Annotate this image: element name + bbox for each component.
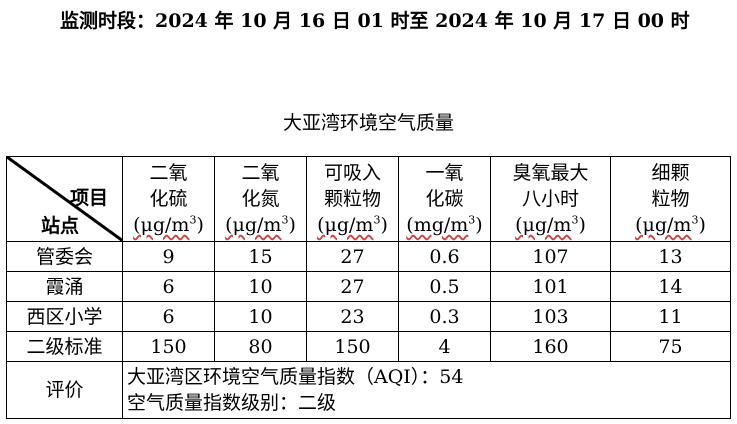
column-unit: (μg/m3)	[515, 213, 586, 236]
column-header-line2: 颗粒物	[323, 188, 381, 210]
table-row: 霞涌 6 10 27 0.5 101 14	[6, 271, 731, 302]
column-header-line1: 臭氧最大	[512, 162, 589, 184]
evaluation-label: 评价	[6, 361, 123, 419]
column-header-line1: 二氧	[241, 162, 280, 184]
column-header-line2: 八小时	[521, 188, 579, 210]
air-quality-table: 项目 站点 二氧 化硫 (μg/m3) 二氧 化氮 (μg/m3) 可吸入 颗粒…	[6, 156, 731, 419]
evaluation-row: 评价 大亚湾区环境空气质量指数（AQI）：54 空气质量指数级别：二级	[6, 361, 731, 419]
corner-diagonal	[7, 157, 123, 241]
value-cell: 27	[306, 271, 399, 302]
column-header-no2: 二氧 化氮 (μg/m3)	[214, 156, 307, 242]
standard-value: 150	[306, 331, 399, 362]
column-header-line2: 化硫	[149, 188, 188, 210]
column-unit: (μg/m3)	[225, 213, 296, 236]
column-header-line2: 化氮	[241, 188, 280, 210]
column-header-line1: 可吸入	[323, 162, 381, 184]
column-unit: (mg/m3)	[406, 213, 483, 236]
column-header-o3: 臭氧最大 八小时 (μg/m3)	[490, 156, 611, 242]
value-cell: 6	[122, 301, 215, 332]
column-header-line1: 二氧	[149, 162, 188, 184]
standard-value: 160	[490, 331, 611, 362]
column-header-line1: 细颗	[651, 162, 690, 184]
standard-value: 80	[214, 331, 307, 362]
column-header-so2: 二氧 化硫 (μg/m3)	[122, 156, 215, 242]
value-cell: 0.6	[398, 241, 491, 272]
aqi-line: 大亚湾区环境空气质量指数（AQI）：54	[127, 366, 464, 388]
value-cell: 10	[214, 301, 307, 332]
value-cell: 10	[214, 271, 307, 302]
site-name: 霞涌	[6, 271, 123, 302]
column-header-line2: 化碳	[425, 188, 464, 210]
column-unit: (μg/m3)	[635, 213, 706, 236]
column-unit: (μg/m3)	[133, 213, 204, 236]
value-cell: 27	[306, 241, 399, 272]
column-header-pm10: 可吸入 颗粒物 (μg/m3)	[306, 156, 399, 242]
corner-site-label: 站点	[41, 215, 80, 237]
column-header-pm25: 细颗 粒物 (μg/m3)	[610, 156, 731, 242]
monitoring-period: 监测时段：2024 年 10 月 16 日 01 时至 2024 年 10 月 …	[60, 10, 690, 32]
site-name: 西区小学	[6, 301, 123, 332]
table-row: 管委会 9 15 27 0.6 107 13	[6, 241, 731, 272]
value-cell: 103	[490, 301, 611, 332]
value-cell: 6	[122, 271, 215, 302]
value-cell: 14	[610, 271, 731, 302]
value-cell: 0.3	[398, 301, 491, 332]
value-cell: 0.5	[398, 271, 491, 302]
standard-label: 二级标准	[6, 331, 123, 362]
table-title: 大亚湾环境空气质量	[282, 112, 454, 134]
value-cell: 9	[122, 241, 215, 272]
header-row: 项目 站点 二氧 化硫 (μg/m3) 二氧 化氮 (μg/m3) 可吸入 颗粒…	[6, 156, 731, 242]
value-cell: 15	[214, 241, 307, 272]
column-unit: (μg/m3)	[317, 213, 388, 236]
corner-item-label: 项目	[69, 187, 108, 209]
site-name: 管委会	[6, 241, 123, 272]
column-header-line2: 粒物	[651, 188, 690, 210]
table-row: 西区小学 6 10 23 0.3 103 11	[6, 301, 731, 332]
standard-value: 75	[610, 331, 731, 362]
standard-row: 二级标准 150 80 150 4 160 75	[6, 331, 731, 362]
value-cell: 23	[306, 301, 399, 332]
value-cell: 11	[610, 301, 731, 332]
value-cell: 107	[490, 241, 611, 272]
value-cell: 101	[490, 271, 611, 302]
standard-value: 4	[398, 331, 491, 362]
value-cell: 13	[610, 241, 731, 272]
column-header-line1: 一氧	[425, 162, 464, 184]
column-header-co: 一氧 化碳 (mg/m3)	[398, 156, 491, 242]
aqi-level-line: 空气质量指数级别：二级	[127, 392, 337, 414]
standard-value: 150	[122, 331, 215, 362]
corner-cell: 项目 站点	[6, 156, 123, 242]
evaluation-body: 大亚湾区环境空气质量指数（AQI）：54 空气质量指数级别：二级	[122, 361, 731, 419]
